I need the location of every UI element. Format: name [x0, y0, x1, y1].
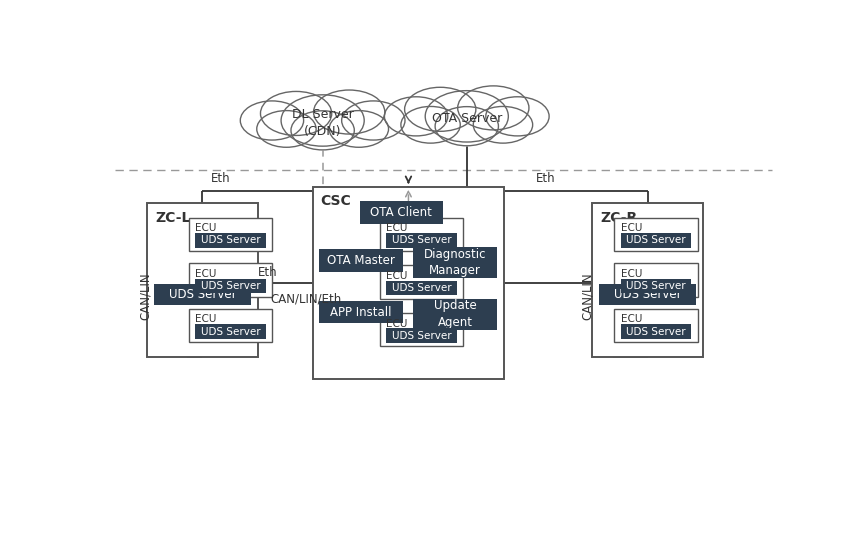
Text: ECU: ECU — [387, 223, 407, 233]
Bar — [380, 218, 464, 251]
Bar — [387, 233, 457, 247]
Circle shape — [473, 107, 533, 143]
Circle shape — [405, 87, 476, 131]
Circle shape — [458, 86, 529, 130]
Bar — [413, 247, 497, 278]
Bar — [189, 264, 272, 296]
Bar — [380, 265, 464, 299]
Text: ECU: ECU — [621, 269, 643, 279]
Text: OTA Master: OTA Master — [327, 254, 395, 267]
Text: ECU: ECU — [195, 314, 216, 324]
Bar — [319, 301, 403, 323]
Text: UDS Server: UDS Server — [626, 281, 686, 291]
Text: ECU: ECU — [195, 223, 216, 233]
Text: UDS Server: UDS Server — [169, 288, 236, 301]
Text: Eth: Eth — [258, 266, 278, 279]
Bar — [154, 284, 251, 305]
Text: UDS Server: UDS Server — [392, 235, 452, 245]
Bar — [189, 218, 272, 251]
Circle shape — [330, 111, 388, 147]
Bar — [195, 324, 266, 339]
Text: ECU: ECU — [387, 318, 407, 329]
Text: ZC-R: ZC-R — [600, 211, 638, 225]
Circle shape — [435, 107, 498, 146]
Bar — [614, 309, 698, 342]
Bar — [360, 201, 444, 224]
Text: CAN/LIN: CAN/LIN — [138, 273, 151, 320]
Text: DL Server
(CDN): DL Server (CDN) — [292, 108, 354, 138]
Text: CSC: CSC — [321, 194, 351, 208]
Bar — [593, 203, 702, 357]
Bar — [195, 233, 266, 247]
Circle shape — [486, 97, 549, 136]
Circle shape — [342, 101, 405, 140]
Text: APP Install: APP Install — [330, 306, 392, 318]
Text: UDS Server: UDS Server — [201, 235, 260, 245]
Bar — [621, 324, 691, 339]
Text: UDS Server: UDS Server — [626, 235, 686, 245]
Bar — [380, 313, 464, 346]
Text: Eth: Eth — [535, 172, 555, 185]
Circle shape — [281, 95, 364, 146]
Bar — [312, 187, 503, 379]
Bar — [387, 328, 457, 343]
Circle shape — [240, 101, 304, 140]
Circle shape — [314, 90, 385, 134]
Text: UDS Server: UDS Server — [392, 331, 452, 341]
Text: ZC-L: ZC-L — [155, 211, 190, 225]
Circle shape — [384, 97, 448, 136]
Text: Update
Agent: Update Agent — [433, 300, 477, 329]
Bar — [599, 284, 696, 305]
Circle shape — [260, 91, 331, 136]
Text: OTA Client: OTA Client — [370, 206, 432, 219]
Text: ECU: ECU — [195, 269, 216, 279]
Bar — [319, 249, 403, 272]
Circle shape — [400, 107, 460, 143]
Text: UDS Server: UDS Server — [626, 327, 686, 336]
Circle shape — [257, 111, 316, 147]
Circle shape — [426, 91, 509, 142]
Text: OTA Server: OTA Server — [432, 112, 502, 125]
Text: UDS Server: UDS Server — [201, 327, 260, 336]
Text: Eth: Eth — [211, 172, 230, 185]
Bar — [413, 299, 497, 330]
Bar — [147, 203, 258, 357]
Text: Diagnostic
Manager: Diagnostic Manager — [424, 247, 486, 277]
Text: ECU: ECU — [387, 271, 407, 281]
Text: ECU: ECU — [621, 223, 643, 233]
Text: UDS Server: UDS Server — [613, 288, 682, 301]
Bar — [614, 264, 698, 296]
Circle shape — [291, 111, 355, 150]
Text: UDS Server: UDS Server — [201, 281, 260, 291]
Bar — [621, 279, 691, 293]
Bar — [614, 218, 698, 251]
Bar — [387, 281, 457, 295]
Text: CAN/LIN/Eth: CAN/LIN/Eth — [270, 292, 342, 305]
Bar — [621, 233, 691, 247]
Text: ECU: ECU — [621, 314, 643, 324]
Text: UDS Server: UDS Server — [392, 283, 452, 293]
Bar — [189, 309, 272, 342]
Text: CAN/LIN: CAN/LIN — [581, 273, 594, 320]
Bar — [195, 279, 266, 293]
